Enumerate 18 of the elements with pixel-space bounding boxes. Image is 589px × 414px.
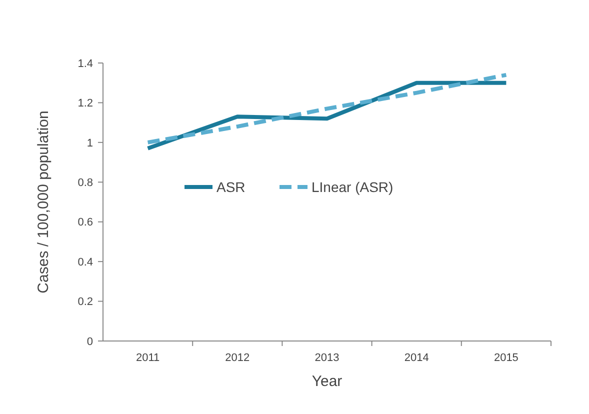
y-axis-title: Cases / 100,000 population [35, 110, 52, 294]
line-series [146, 72, 508, 144]
x-tick-label: 2012 [225, 352, 250, 364]
y-tick-label: 1.4 [78, 58, 93, 70]
x-tick-label: 2015 [494, 352, 518, 364]
legend-label: LInear (ASR) [312, 178, 394, 195]
y-tick-label: 1.2 [78, 98, 93, 110]
x-axis-title: Year [312, 373, 342, 390]
y-tick-label: 0.4 [78, 256, 93, 268]
y-tick-label: 0.2 [78, 296, 93, 308]
legend-label: ASR [216, 178, 246, 195]
y-tick-label: 0.6 [78, 216, 93, 229]
x-tick-label: 2013 [314, 352, 340, 364]
y-tick-label: 0.8 [78, 176, 93, 189]
x-tick-label: 2014 [404, 352, 429, 364]
x-tick-label: 2011 [136, 352, 160, 364]
y-tick-label: 0 [86, 336, 93, 348]
y-tick-label: 1 [86, 137, 93, 150]
